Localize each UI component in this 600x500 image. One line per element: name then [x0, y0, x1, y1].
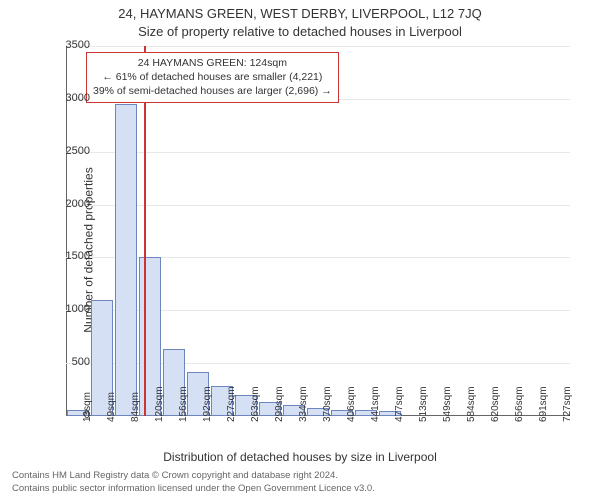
gridline: [66, 205, 570, 206]
y-tick-label: 1000: [50, 303, 90, 315]
x-tick-label: 513sqm: [418, 386, 429, 422]
x-tick-label: 477sqm: [394, 386, 405, 422]
x-tick-label: 620sqm: [490, 386, 501, 422]
x-tick-label: 84sqm: [130, 392, 141, 422]
x-tick-label: 549sqm: [442, 386, 453, 422]
title-line-1: 24, HAYMANS GREEN, WEST DERBY, LIVERPOOL…: [0, 6, 600, 21]
x-tick-label: 691sqm: [538, 386, 549, 422]
x-tick-label: 441sqm: [370, 386, 381, 422]
x-tick-label: 299sqm: [274, 386, 285, 422]
x-tick-label: 263sqm: [250, 386, 261, 422]
x-tick-label: 406sqm: [346, 386, 357, 422]
chart-plot-area: 24 HAYMANS GREEN: 124sqm← 61% of detache…: [66, 46, 570, 416]
y-tick-label: 1500: [50, 250, 90, 262]
footer: Contains HM Land Registry data © Crown c…: [0, 470, 600, 496]
y-tick-label: 500: [50, 356, 90, 368]
x-tick-label: 370sqm: [322, 386, 333, 422]
y-tick-label: 3500: [50, 39, 90, 51]
x-axis-label: Distribution of detached houses by size …: [0, 450, 600, 464]
gridline: [66, 152, 570, 153]
annotation-line: 24 HAYMANS GREEN: 124sqm: [93, 56, 332, 70]
annotation-box: 24 HAYMANS GREEN: 124sqm← 61% of detache…: [86, 52, 339, 103]
title-line-2: Size of property relative to detached ho…: [0, 24, 600, 39]
footer-line-2: Contains public sector information licen…: [12, 483, 588, 496]
y-tick-label: 3000: [50, 92, 90, 104]
x-tick-label: 334sqm: [298, 386, 309, 422]
y-tick-label: 2000: [50, 198, 90, 210]
annotation-line: ← 61% of detached houses are smaller (4,…: [93, 70, 332, 84]
y-tick-label: 2500: [50, 145, 90, 157]
footer-line-1: Contains HM Land Registry data © Crown c…: [12, 470, 588, 483]
x-tick-label: 120sqm: [154, 386, 165, 422]
x-tick-label: 192sqm: [202, 386, 213, 422]
gridline: [66, 46, 570, 47]
annotation-line: 39% of semi-detached houses are larger (…: [93, 84, 332, 98]
page-root: 24, HAYMANS GREEN, WEST DERBY, LIVERPOOL…: [0, 0, 600, 500]
x-tick-label: 49sqm: [106, 392, 117, 422]
x-tick-label: 156sqm: [178, 386, 189, 422]
bar: [115, 104, 138, 416]
x-tick-label: 727sqm: [562, 386, 573, 422]
x-tick-label: 584sqm: [466, 386, 477, 422]
x-tick-label: 227sqm: [226, 386, 237, 422]
x-tick-label: 13sqm: [82, 392, 93, 422]
x-tick-label: 656sqm: [514, 386, 525, 422]
